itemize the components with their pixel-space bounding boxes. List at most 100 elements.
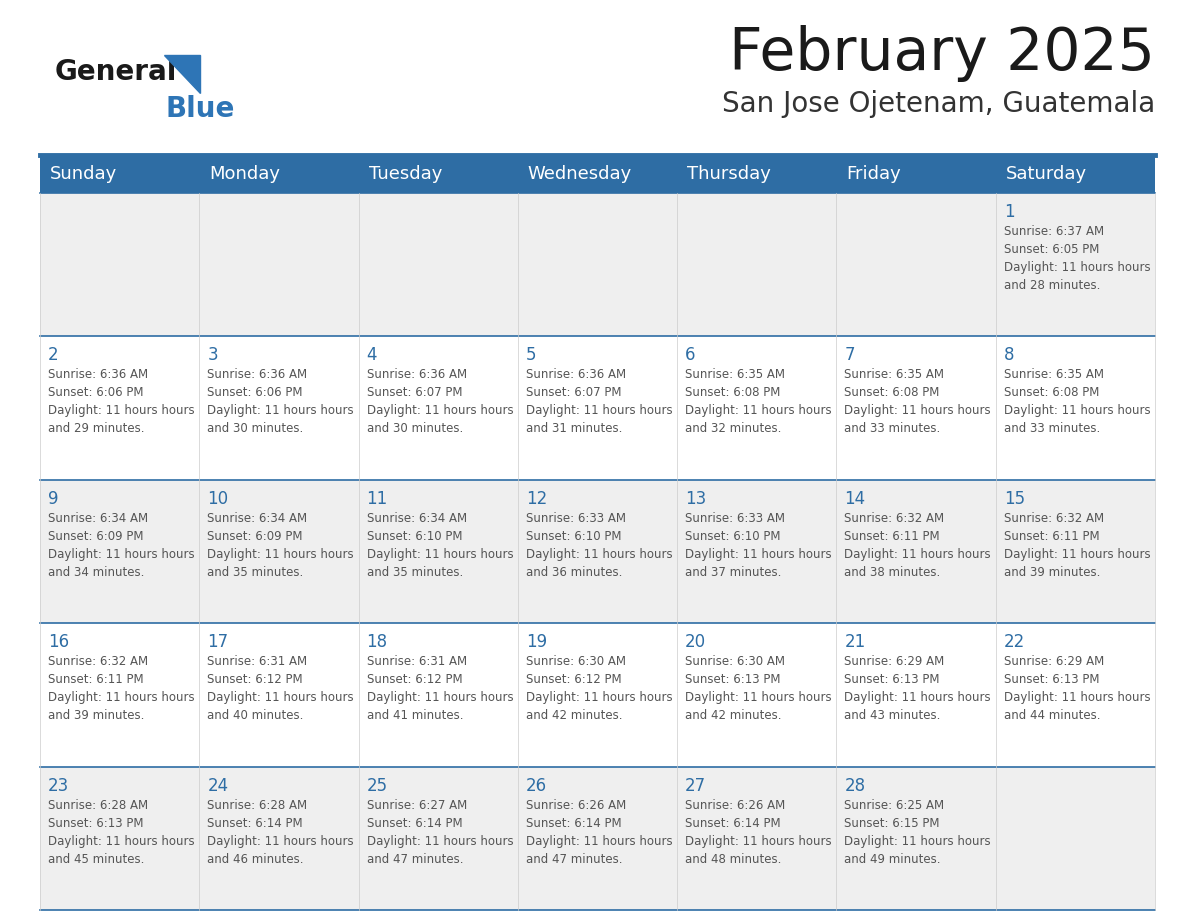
Text: and 47 minutes.: and 47 minutes. <box>367 853 463 866</box>
Text: Sunset: 6:14 PM: Sunset: 6:14 PM <box>207 817 303 830</box>
Text: Sunrise: 6:30 AM: Sunrise: 6:30 AM <box>685 655 785 668</box>
Text: Sunrise: 6:32 AM: Sunrise: 6:32 AM <box>48 655 148 668</box>
Text: 9: 9 <box>48 490 58 508</box>
Text: and 36 minutes.: and 36 minutes. <box>526 565 623 579</box>
Text: Sunrise: 6:29 AM: Sunrise: 6:29 AM <box>845 655 944 668</box>
Text: Daylight: 11 hours hours: Daylight: 11 hours hours <box>1004 405 1150 418</box>
Text: Sunrise: 6:30 AM: Sunrise: 6:30 AM <box>526 655 626 668</box>
Bar <box>40 336 200 480</box>
Bar <box>359 767 518 910</box>
Text: Sunrise: 6:26 AM: Sunrise: 6:26 AM <box>526 799 626 812</box>
Text: Daylight: 11 hours hours: Daylight: 11 hours hours <box>845 691 991 704</box>
Text: Sunrise: 6:33 AM: Sunrise: 6:33 AM <box>526 512 626 525</box>
Bar <box>200 767 359 910</box>
Bar <box>359 623 518 767</box>
Text: 3: 3 <box>207 346 217 364</box>
Text: 16: 16 <box>48 633 69 651</box>
Bar <box>40 193 200 336</box>
Bar <box>836 767 996 910</box>
Bar <box>836 193 996 336</box>
Text: 13: 13 <box>685 490 707 508</box>
Text: and 42 minutes.: and 42 minutes. <box>526 710 623 722</box>
Text: Daylight: 11 hours hours: Daylight: 11 hours hours <box>685 834 832 847</box>
Text: Sunset: 6:09 PM: Sunset: 6:09 PM <box>207 530 303 543</box>
Polygon shape <box>164 55 200 93</box>
Bar <box>996 336 1155 480</box>
Text: 12: 12 <box>526 490 548 508</box>
Bar <box>518 767 677 910</box>
Text: Sunset: 6:15 PM: Sunset: 6:15 PM <box>845 817 940 830</box>
Text: 17: 17 <box>207 633 228 651</box>
Text: and 28 minutes.: and 28 minutes. <box>1004 279 1100 292</box>
Text: Sunset: 6:11 PM: Sunset: 6:11 PM <box>48 673 144 686</box>
Text: Daylight: 11 hours hours: Daylight: 11 hours hours <box>367 405 513 418</box>
Text: Daylight: 11 hours hours: Daylight: 11 hours hours <box>367 834 513 847</box>
Text: Sunset: 6:07 PM: Sunset: 6:07 PM <box>367 386 462 399</box>
Bar <box>40 767 200 910</box>
Text: Sunset: 6:11 PM: Sunset: 6:11 PM <box>845 530 940 543</box>
Text: Sunrise: 6:34 AM: Sunrise: 6:34 AM <box>367 512 467 525</box>
Bar <box>200 336 359 480</box>
Text: Sunrise: 6:28 AM: Sunrise: 6:28 AM <box>48 799 148 812</box>
Text: and 45 minutes.: and 45 minutes. <box>48 853 145 866</box>
Text: Sunset: 6:13 PM: Sunset: 6:13 PM <box>1004 673 1099 686</box>
Bar <box>677 193 836 336</box>
Text: 10: 10 <box>207 490 228 508</box>
Text: 15: 15 <box>1004 490 1025 508</box>
Text: and 33 minutes.: and 33 minutes. <box>1004 422 1100 435</box>
Text: and 35 minutes.: and 35 minutes. <box>207 565 304 579</box>
Bar <box>677 623 836 767</box>
Bar <box>996 767 1155 910</box>
Bar <box>677 767 836 910</box>
Text: Daylight: 11 hours hours: Daylight: 11 hours hours <box>845 548 991 561</box>
Text: Sunset: 6:14 PM: Sunset: 6:14 PM <box>367 817 462 830</box>
Text: 23: 23 <box>48 777 69 795</box>
Text: 18: 18 <box>367 633 387 651</box>
Text: Sunrise: 6:33 AM: Sunrise: 6:33 AM <box>685 512 785 525</box>
Text: Monday: Monday <box>209 165 280 183</box>
Bar <box>996 623 1155 767</box>
Text: Sunrise: 6:34 AM: Sunrise: 6:34 AM <box>207 512 308 525</box>
Bar <box>40 155 1155 193</box>
Text: Daylight: 11 hours hours: Daylight: 11 hours hours <box>685 405 832 418</box>
Text: Sunset: 6:11 PM: Sunset: 6:11 PM <box>1004 530 1099 543</box>
Text: Sunrise: 6:35 AM: Sunrise: 6:35 AM <box>685 368 785 381</box>
Bar <box>518 336 677 480</box>
Text: and 35 minutes.: and 35 minutes. <box>367 565 463 579</box>
Text: 22: 22 <box>1004 633 1025 651</box>
Text: and 33 minutes.: and 33 minutes. <box>845 422 941 435</box>
Text: Sunrise: 6:32 AM: Sunrise: 6:32 AM <box>845 512 944 525</box>
Text: Sunset: 6:12 PM: Sunset: 6:12 PM <box>207 673 303 686</box>
Text: Sunset: 6:06 PM: Sunset: 6:06 PM <box>48 386 144 399</box>
Bar <box>836 623 996 767</box>
Text: Daylight: 11 hours hours: Daylight: 11 hours hours <box>48 548 195 561</box>
Text: Sunrise: 6:36 AM: Sunrise: 6:36 AM <box>207 368 308 381</box>
Text: Sunset: 6:08 PM: Sunset: 6:08 PM <box>845 386 940 399</box>
Text: 4: 4 <box>367 346 377 364</box>
Text: 11: 11 <box>367 490 387 508</box>
Text: 21: 21 <box>845 633 866 651</box>
Text: 20: 20 <box>685 633 707 651</box>
Bar <box>359 336 518 480</box>
Text: Sunset: 6:12 PM: Sunset: 6:12 PM <box>526 673 621 686</box>
Text: 27: 27 <box>685 777 707 795</box>
Text: and 38 minutes.: and 38 minutes. <box>845 565 941 579</box>
Text: and 40 minutes.: and 40 minutes. <box>207 710 304 722</box>
Text: Daylight: 11 hours hours: Daylight: 11 hours hours <box>1004 691 1150 704</box>
Text: and 41 minutes.: and 41 minutes. <box>367 710 463 722</box>
Text: Daylight: 11 hours hours: Daylight: 11 hours hours <box>685 691 832 704</box>
Bar <box>836 480 996 623</box>
Bar <box>996 480 1155 623</box>
Text: Daylight: 11 hours hours: Daylight: 11 hours hours <box>845 405 991 418</box>
Text: Sunrise: 6:35 AM: Sunrise: 6:35 AM <box>845 368 944 381</box>
Text: Sunrise: 6:32 AM: Sunrise: 6:32 AM <box>1004 512 1104 525</box>
Text: San Jose Ojetenam, Guatemala: San Jose Ojetenam, Guatemala <box>722 90 1155 118</box>
Text: Sunrise: 6:31 AM: Sunrise: 6:31 AM <box>367 655 467 668</box>
Text: Daylight: 11 hours hours: Daylight: 11 hours hours <box>685 548 832 561</box>
Text: Daylight: 11 hours hours: Daylight: 11 hours hours <box>207 691 354 704</box>
Text: Sunset: 6:07 PM: Sunset: 6:07 PM <box>526 386 621 399</box>
Text: Sunset: 6:13 PM: Sunset: 6:13 PM <box>48 817 144 830</box>
Text: Sunrise: 6:25 AM: Sunrise: 6:25 AM <box>845 799 944 812</box>
Text: Sunrise: 6:26 AM: Sunrise: 6:26 AM <box>685 799 785 812</box>
Text: General: General <box>55 58 177 86</box>
